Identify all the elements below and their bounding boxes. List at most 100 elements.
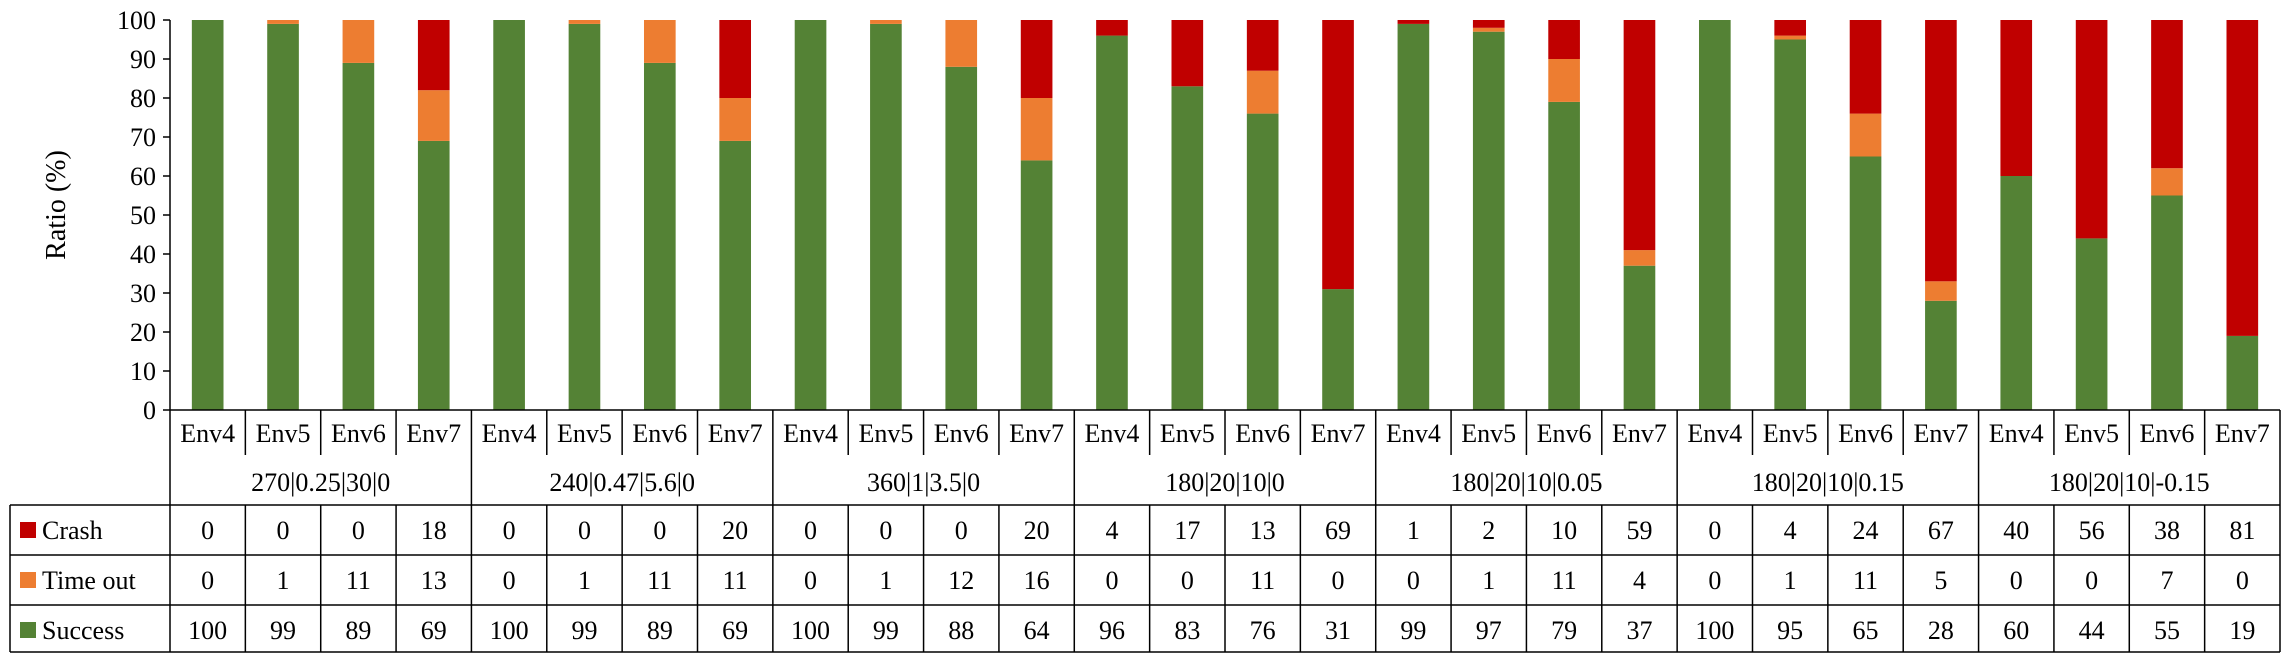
bar-success [2151, 195, 2183, 410]
data-label: 0 [1708, 566, 1721, 595]
data-label: 4 [1633, 566, 1646, 595]
bar-time-out [1623, 250, 1656, 266]
category-label: Env6 [1235, 419, 1290, 448]
data-label: 11 [346, 566, 371, 595]
data-label: 1 [578, 566, 591, 595]
data-label: 67 [1928, 516, 1954, 545]
data-label: 44 [2079, 616, 2105, 645]
bar-success [719, 140, 752, 410]
group-label: 360|1|3.5|0 [867, 468, 980, 497]
category-label: Env4 [1085, 419, 1140, 448]
bar-time-out [1548, 59, 1580, 102]
category-label: Env5 [256, 419, 311, 448]
data-label: 79 [1551, 616, 1577, 645]
data-label: 99 [571, 616, 597, 645]
y-tick-label: 60 [130, 162, 156, 191]
data-label: 1 [879, 566, 892, 595]
data-label: 60 [2003, 616, 2029, 645]
data-label: 95 [1777, 616, 1803, 645]
bar-success [2000, 176, 2033, 410]
legend-label: Time out [42, 566, 136, 595]
data-label: 31 [1325, 616, 1351, 645]
bar-success [794, 20, 827, 410]
data-label: 56 [2079, 516, 2105, 545]
bar-crash [2000, 20, 2033, 176]
bar-time-out [1849, 113, 1882, 157]
bars [191, 20, 2259, 411]
data-label: 20 [722, 516, 748, 545]
data-label: 0 [201, 566, 214, 595]
data-label: 0 [1105, 566, 1118, 595]
data-label: 11 [1853, 566, 1878, 595]
data-label: 99 [873, 616, 899, 645]
data-label: 55 [2154, 616, 2180, 645]
bar-crash [1322, 20, 1354, 290]
bar-crash [417, 20, 450, 91]
data-label: 76 [1250, 616, 1276, 645]
bar-crash [1925, 20, 1957, 282]
category-label: Env5 [1763, 419, 1818, 448]
data-label: 18 [421, 516, 447, 545]
data-label: 88 [948, 616, 974, 645]
bar-time-out [1020, 98, 1053, 161]
data-label: 81 [2229, 516, 2255, 545]
data-label: 0 [653, 516, 666, 545]
bar-success [1246, 113, 1279, 410]
data-label: 1 [277, 566, 290, 595]
group-label: 270|0.25|30|0 [251, 468, 390, 497]
bar-time-out [719, 98, 752, 141]
data-label: 65 [1853, 616, 1879, 645]
category-label: Env5 [1461, 419, 1516, 448]
bar-success [1849, 156, 1882, 410]
data-label: 38 [2154, 516, 2180, 545]
category-label: Env5 [557, 419, 612, 448]
data-label: 0 [2010, 566, 2023, 595]
data-label: 11 [1250, 566, 1275, 595]
bar-success [2075, 238, 2108, 410]
data-label: 0 [277, 516, 290, 545]
data-label: 0 [578, 516, 591, 545]
data-label: 64 [1024, 616, 1050, 645]
bar-success [267, 23, 299, 411]
data-label: 97 [1476, 616, 1502, 645]
category-label: Env7 [708, 419, 763, 448]
data-label: 89 [345, 616, 371, 645]
bar-success [191, 20, 224, 410]
bar-crash [1020, 20, 1053, 98]
category-label: Env6 [331, 419, 386, 448]
category-label: Env5 [858, 419, 913, 448]
legend-swatch [20, 622, 36, 638]
y-tick-label: 50 [130, 201, 156, 230]
data-table: Env4 Env5 Env6 Env7 Env4 Env5 Env6 Env7 Env4 Env5… [9, 409, 2281, 653]
category-label: Env6 [632, 419, 687, 448]
bar-success [1020, 160, 1053, 410]
data-label: 99 [1400, 616, 1426, 645]
bar-crash [719, 20, 752, 98]
data-label: 19 [2229, 616, 2255, 645]
bar-success [342, 62, 375, 411]
bar-crash [1397, 20, 1430, 24]
legend-label: Crash [42, 516, 103, 545]
data-label: 0 [503, 516, 516, 545]
data-label: 100 [188, 616, 227, 645]
data-label: 13 [1250, 516, 1276, 545]
data-label: 0 [1181, 566, 1194, 595]
y-tick-label: 80 [130, 84, 156, 113]
bar-time-out [342, 20, 375, 63]
data-label: 4 [1105, 516, 1118, 545]
data-label: 4 [1784, 516, 1797, 545]
data-label: 1 [1784, 566, 1797, 595]
data-label: 59 [1626, 516, 1652, 545]
bar-time-out [568, 20, 601, 24]
bar-time-out [267, 20, 299, 24]
data-label: 69 [1325, 516, 1351, 545]
bar-success [643, 62, 676, 411]
data-label: 13 [421, 566, 447, 595]
data-label: 11 [647, 566, 672, 595]
data-label: 10 [1551, 516, 1577, 545]
y-tick-label: 70 [130, 123, 156, 152]
data-label: 0 [2085, 566, 2098, 595]
bar-success [1925, 300, 1957, 410]
data-label: 0 [804, 516, 817, 545]
